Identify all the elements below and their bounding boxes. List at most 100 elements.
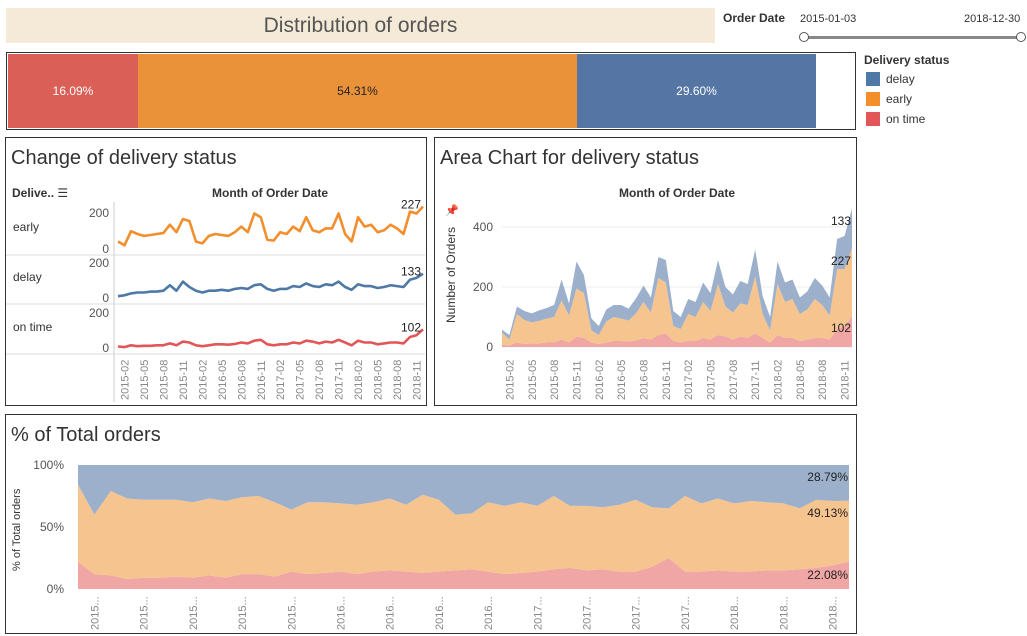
x-tick-label: 2016... (385, 596, 397, 630)
bar-label-on-time: 16.09% (52, 84, 94, 98)
legend-item-early[interactable]: early (866, 92, 912, 106)
bar-label-early: 54.31% (337, 84, 378, 98)
x-tick-label: 2015-02 (504, 360, 516, 400)
row-label-early: early (13, 220, 39, 234)
pct-panel-title: % of Total orders (11, 424, 161, 446)
x-tick-label: 2016... (335, 596, 347, 630)
pct-area-series-early (78, 484, 849, 580)
y-tick-label: 0 (486, 340, 493, 354)
x-tick-label: 2018... (729, 596, 741, 630)
legend-swatch-delay (866, 72, 880, 86)
end-label-early: 49.13% (807, 506, 848, 520)
end-label-on-time: 102 (401, 320, 421, 334)
y-tick-label: 0% (47, 582, 65, 596)
filter-start-date: 2015-01-03 (800, 13, 857, 25)
legend-title: Delivery status (864, 53, 950, 67)
area-stacked-chart: Number of Orders 📌 400 200 0 133 227 102 2015-02… (444, 203, 852, 400)
date-range-slider[interactable] (804, 36, 1022, 39)
change-panel-title: Change of delivery status (11, 147, 237, 169)
change-x-axis-title: Month of Order Date (212, 186, 328, 200)
x-tick-label: 2015-05 (527, 360, 539, 400)
end-label-early: 227 (831, 254, 851, 268)
y-tick-label: 200 (473, 280, 493, 294)
x-tick-label: 2015-08 (158, 360, 170, 400)
distribution-bar-chart: 16.09% 54.31% 29.60% (6, 52, 856, 130)
order-date-filter-label: Order Date (723, 11, 786, 25)
x-tick-label: 2015-11 (178, 360, 190, 400)
x-tick-label: 2015-11 (571, 360, 583, 400)
x-tick-label: 2018-05 (795, 360, 807, 400)
x-tick-label: 2017-11 (334, 360, 346, 400)
pct-area-series-on-time (78, 558, 849, 589)
x-tick-label: 2016... (483, 596, 495, 630)
x-tick-label: 2017... (582, 596, 594, 630)
x-tick-label: 2015... (139, 596, 151, 630)
filter-end-date: 2018-12-30 (964, 13, 1021, 25)
change-status-panel: Change of delivery status Delive.. ☰ Mon… (5, 137, 427, 406)
x-tick-label: 2016... (434, 596, 446, 630)
x-tick-label: 2017-08 (314, 360, 326, 400)
area-series-early (502, 248, 852, 346)
dashboard-title: Distribution of orders (6, 8, 715, 43)
x-tick-label: 2017... (631, 596, 643, 630)
area-series-on-time (502, 316, 852, 347)
x-tick-label: 2018... (778, 596, 790, 630)
y-tick-label: 100% (33, 458, 64, 472)
area-chart-panel: Area Chart for delivery status Month of … (434, 137, 857, 406)
slider-end-handle[interactable] (1016, 32, 1026, 42)
end-label-early: 227 (401, 198, 421, 212)
bar-segment-on-time[interactable]: 16.09% (8, 54, 138, 128)
x-tick-label: 2016-11 (661, 360, 673, 400)
x-tick-label: 2017-05 (706, 360, 718, 400)
end-label-on-time: 22.08% (807, 568, 848, 582)
legend-swatch-on-time (866, 112, 880, 126)
x-tick-label: 2016-08 (638, 360, 650, 400)
row-label-on-time: on time (13, 320, 53, 334)
end-label-delay: 28.79% (807, 470, 848, 484)
dashboard-title-text: Distribution of orders (263, 13, 458, 37)
series-line-on-time (117, 328, 424, 349)
row-header-delivery[interactable]: Delive.. ☰ (12, 186, 69, 200)
x-tick-label: 2017-11 (750, 360, 762, 400)
x-tick-label: 2016-02 (594, 360, 606, 400)
x-tick-label: 2015... (237, 596, 249, 630)
area-series-delay (502, 208, 852, 340)
legend-label: early (886, 92, 913, 106)
y-tick-label: 0 (102, 341, 109, 355)
x-tick-label: 2018-02 (353, 360, 365, 400)
bar-segment-early[interactable]: 54.31% (138, 54, 577, 128)
pin-icon: 📌 (445, 203, 459, 217)
series-line-delay (117, 272, 424, 298)
area-panel-title: Area Chart for delivery status (440, 147, 699, 169)
x-tick-label: 2017-02 (683, 360, 695, 400)
slider-start-handle[interactable] (799, 32, 809, 42)
x-tick-label: 2015... (188, 596, 200, 630)
y-tick-label: 400 (473, 220, 493, 234)
x-tick-label: 2017-02 (275, 360, 287, 400)
x-tick-label: 2018-08 (392, 360, 404, 400)
y-tick-label: 200 (89, 256, 109, 270)
x-tick-label: 2018-02 (773, 360, 785, 400)
legend-item-delay[interactable]: delay (866, 72, 915, 86)
legend-swatch-early (866, 92, 880, 106)
legend-item-on-time[interactable]: on time (866, 112, 925, 126)
y-tick-label: 0 (102, 242, 109, 256)
x-tick-label: 2016-05 (616, 360, 628, 400)
x-tick-label: 2017-08 (728, 360, 740, 400)
x-tick-label: 2018-11 (412, 360, 424, 400)
bar-segment-delay[interactable]: 29.60% (577, 54, 816, 128)
pct-y-axis-title: % of Total orders (11, 488, 23, 571)
row-label-delay: delay (13, 270, 42, 284)
x-tick-label: 2015-08 (549, 360, 561, 400)
legend-label: on time (886, 112, 926, 126)
x-tick-label: 2016-02 (197, 360, 209, 400)
x-tick-label: 2015... (89, 596, 101, 630)
y-tick-label: 200 (89, 206, 109, 220)
x-tick-label: 2015-02 (119, 360, 131, 400)
x-tick-label: 2017-05 (295, 360, 307, 400)
pct-area-chart: % of Total orders 100% 50% 0% 28.79% 49.13% 22… (11, 458, 849, 630)
x-tick-label: 2018-11 (840, 360, 852, 400)
area-x-axis-title: Month of Order Date (619, 186, 735, 200)
x-tick-label: 2018... (828, 596, 840, 630)
